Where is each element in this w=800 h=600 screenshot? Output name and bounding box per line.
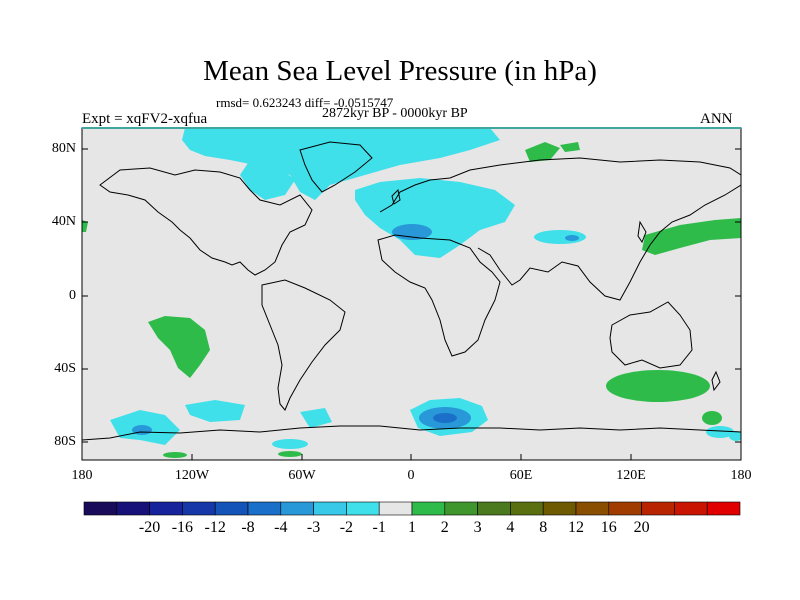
antarctic-positive-patch-1 <box>163 452 187 458</box>
colorbar-label: 4 <box>506 519 515 536</box>
rmsd-diff-stats: rmsd= 0.623243 diff= -0.0515747 <box>216 95 394 110</box>
colorbar-label: 3 <box>473 519 482 536</box>
colorbar-swatch <box>706 501 741 516</box>
colorbar-swatch <box>346 501 380 516</box>
lat-label: 0 <box>69 288 76 303</box>
lon-label: 180 <box>71 468 93 483</box>
weddell-sea-core-dark <box>433 413 457 423</box>
experiment-label: Expt = xqFV2-xqfua <box>82 111 208 127</box>
uk-coast <box>391 188 401 205</box>
africa-coast <box>377 234 501 357</box>
colorbar-label: -8 <box>241 519 255 536</box>
colorbar-swatch <box>575 501 610 516</box>
antarctic-positive-patch-2 <box>278 451 302 457</box>
colorbar-swatch <box>542 501 577 516</box>
lat-label: 80N <box>51 141 76 156</box>
colorbar-swatch <box>149 501 183 516</box>
kamchatka-negative-core <box>565 235 579 241</box>
colorbar-label: 12 <box>568 519 584 536</box>
colorbar-swatch <box>411 501 446 516</box>
siberia-positive-anomaly <box>525 142 560 162</box>
europe-negative-core <box>392 224 432 240</box>
colorbar-swatch <box>182 501 216 516</box>
colorbar-label: 20 <box>633 519 650 536</box>
colorbar-label: -1 <box>372 519 386 536</box>
colorbar-label: -20 <box>138 519 161 536</box>
colorbar-swatch <box>247 501 282 516</box>
antarctica-coast <box>82 425 741 441</box>
antarctic-east-negative <box>706 426 734 438</box>
south-pacific-positive-anomaly <box>148 316 210 378</box>
colorbar-swatch <box>641 501 675 516</box>
colorbar-swatch <box>280 501 314 516</box>
colorbar-label: -3 <box>306 519 321 536</box>
canada-negative-anomaly <box>240 160 295 200</box>
southern-ocean-positive-anomaly <box>606 370 710 402</box>
colorbar-label: -16 <box>171 519 194 536</box>
greenland-coast <box>299 141 373 193</box>
colorbar-label: 16 <box>600 519 617 536</box>
south-america-coast <box>261 279 346 411</box>
lat-label: 40N <box>51 214 76 229</box>
lat-label: 80S <box>54 434 76 449</box>
coastlines <box>82 141 741 441</box>
colorbar-label: -12 <box>204 519 226 536</box>
colorbar-label: -2 <box>339 519 354 536</box>
colorbar-swatch <box>608 501 642 516</box>
eurasia-coast <box>379 157 741 301</box>
anomaly-field <box>82 128 741 458</box>
new-zealand-coast <box>711 370 721 392</box>
lon-label: 60E <box>509 468 533 483</box>
colorbar-swatch <box>214 501 249 516</box>
lat-label: 40S <box>54 361 76 376</box>
colorbar-swatch <box>313 501 347 516</box>
ross-sea-positive-patch <box>702 411 722 425</box>
colorbar-label: -4 <box>274 519 288 536</box>
arctic-negative-anomaly <box>182 128 500 200</box>
antarctic-far-east-negative <box>729 431 741 441</box>
lon-label: 180 <box>730 468 752 483</box>
ross-sea-negative-anomaly <box>272 439 308 449</box>
north-america-coast <box>99 167 313 276</box>
west-edge-positive-patch <box>82 220 88 232</box>
colorbar <box>83 501 741 516</box>
colorbar-label: 8 <box>539 519 548 536</box>
colorbar-swatch <box>674 501 708 516</box>
colorbar-swatch <box>116 501 150 516</box>
colorbar-swatch <box>444 501 478 516</box>
lon-label: 0 <box>407 468 415 483</box>
europe-negative-anomaly <box>355 178 515 258</box>
time-period: 2872kyr BP - 0000kyr BP <box>322 106 468 121</box>
colorbar-swatch <box>477 501 511 516</box>
bellingshausen-negative-anomaly <box>300 408 332 428</box>
colorbar-swatch <box>378 501 413 516</box>
colorbar-swatch <box>510 501 544 516</box>
map-title: Mean Sea Level Pressure (in hPa) <box>203 55 597 87</box>
arctic-positive-patch <box>560 142 580 152</box>
north-pacific-positive-anomaly <box>642 218 741 255</box>
colorbar-swatch <box>83 501 118 516</box>
colorbar-label: 2 <box>440 519 449 536</box>
lon-label: 60W <box>288 468 316 483</box>
season-label: ANN <box>700 111 733 127</box>
lon-label: 120W <box>174 468 210 483</box>
japan-coast <box>637 220 647 244</box>
amundsen-negative-anomaly <box>185 400 245 422</box>
lon-label: 120E <box>616 468 646 483</box>
australia-coast <box>609 301 693 369</box>
colorbar-label: 1 <box>408 519 416 536</box>
lon-ticks <box>81 454 742 460</box>
lat-ticks <box>82 148 741 443</box>
